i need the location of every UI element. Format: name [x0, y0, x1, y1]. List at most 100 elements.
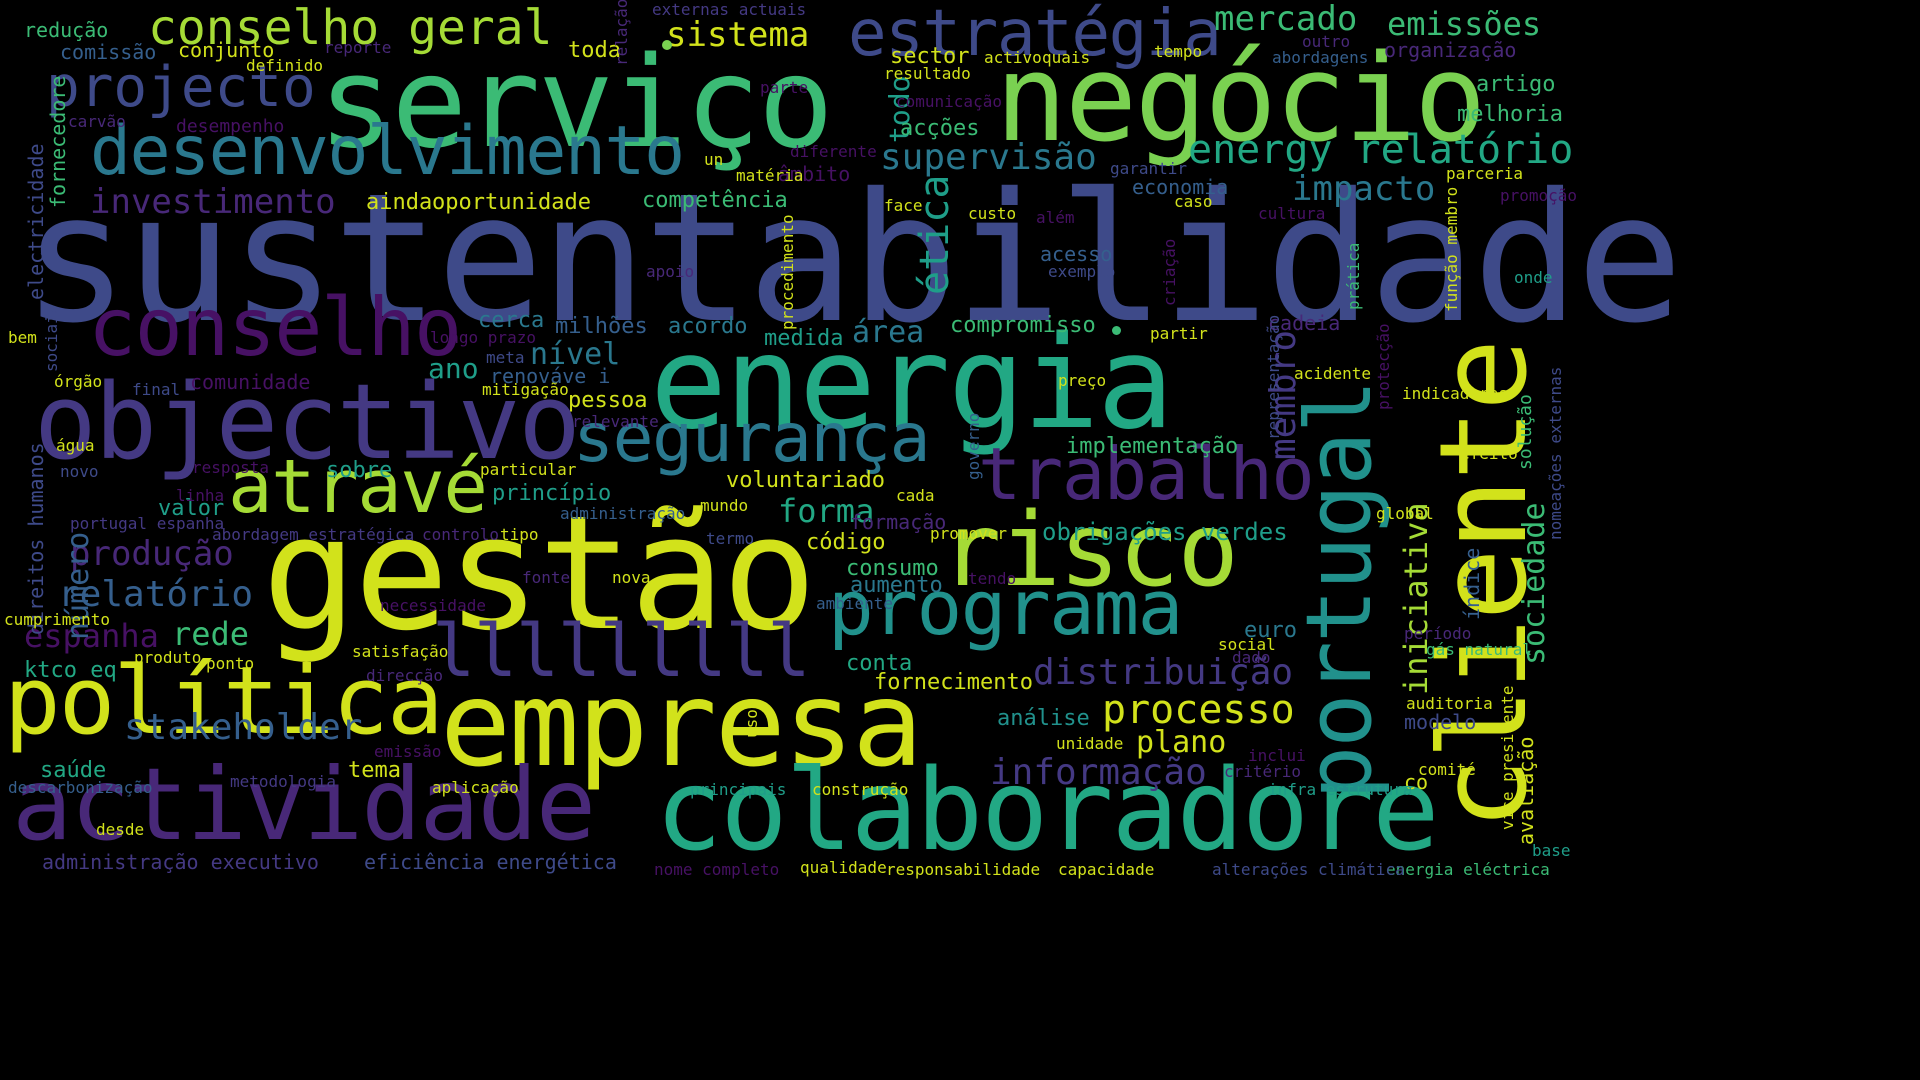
- word-novo: novo: [60, 462, 99, 481]
- word-metodologia: metodologia: [230, 772, 336, 791]
- word-definido: definido: [246, 56, 324, 75]
- word-principais: principais: [690, 780, 787, 799]
- word-cultura: cultura: [1258, 204, 1326, 223]
- word-uso: uso: [742, 709, 761, 738]
- word-reducao: redução: [24, 18, 109, 42]
- word-cada: cada: [896, 486, 935, 505]
- word-negocio: negócio: [995, 30, 1486, 169]
- word-inclui: inclui: [1248, 746, 1306, 765]
- word-actividade: actividade: [12, 746, 596, 863]
- word-final: final: [132, 380, 181, 399]
- word-cumprimento: cumprimento: [4, 610, 110, 629]
- word-formacao: formação: [850, 510, 947, 534]
- word-indice: índice: [1460, 547, 1484, 620]
- word-quais: quais: [1042, 48, 1091, 67]
- word-resposta: resposta: [192, 458, 270, 477]
- word-efeito: efeito: [1460, 444, 1518, 463]
- word-sector: sector: [890, 44, 970, 69]
- word-sustentabilidade: sustentabilidade: [22, 155, 1683, 362]
- word-tema: tema: [348, 758, 401, 783]
- word-resultado: resultado: [884, 64, 971, 83]
- word-voluntariado: voluntariado: [726, 468, 885, 493]
- word-relacao: relação: [612, 0, 631, 66]
- word-termo: termo: [706, 529, 755, 548]
- word-co: co: [1404, 770, 1429, 794]
- word-nova: nova: [612, 568, 651, 587]
- word-alteracoes-climatica: alterações climática: [1212, 860, 1405, 879]
- word-mercado: mercado: [1214, 0, 1358, 39]
- word-infra-estrutura: infra estrutura: [1268, 780, 1413, 799]
- dot-mark-2: [1112, 326, 1121, 335]
- word-desde: desde: [96, 820, 145, 839]
- word-desempenho: desempenho: [176, 116, 285, 137]
- word-satisfacao: satisfação: [352, 642, 449, 661]
- word-area: área: [852, 315, 925, 350]
- word-ambiente: ambiente: [816, 594, 894, 613]
- word-capacidade: capacidade: [1058, 860, 1155, 879]
- word-consumo: consumo: [846, 556, 939, 581]
- word-valor: valor: [158, 496, 225, 521]
- word-activo: activo: [984, 48, 1042, 67]
- word-outro: outro: [1302, 32, 1351, 51]
- word-particular: particular: [480, 460, 577, 479]
- word-ponto: ponto: [206, 654, 255, 673]
- word-fornecedore: fornecedore: [46, 75, 70, 208]
- word-aumento: aumento: [850, 573, 943, 598]
- word-codigo: código: [806, 530, 886, 555]
- word-renovavei: renováve i: [490, 364, 611, 388]
- word-relevante: relevante: [572, 412, 659, 431]
- word-informacao: informação: [990, 752, 1207, 793]
- word-controlo: controlo: [422, 525, 500, 544]
- word-partir: partir: [1150, 324, 1208, 343]
- word-comunicacao: comunicação: [896, 92, 1002, 111]
- word-objectivo: objectivo: [34, 361, 581, 483]
- word-caso: caso: [1174, 192, 1213, 211]
- word-stakeholder: stakeholder: [124, 707, 363, 748]
- word-procedimento: procedimento: [778, 214, 797, 330]
- word-necessidade: necessidade: [380, 596, 486, 615]
- word-representacao: representação: [1264, 314, 1283, 440]
- word-gas-natural: gás natural: [1426, 640, 1532, 659]
- word-funcao-membro: função membro: [1442, 186, 1461, 312]
- word-diferente: diferente: [790, 142, 877, 161]
- word-servico: serviço: [318, 29, 834, 176]
- dot-mark-1: [662, 40, 672, 50]
- word-conselho: conselho: [88, 281, 462, 374]
- word-seguranca: segurança: [573, 399, 931, 478]
- word-apoio: apoio: [646, 262, 695, 281]
- word-abordagem-estrategica: abordagem estratégica: [212, 525, 415, 544]
- word-construcao: construção: [812, 780, 909, 799]
- word-melhoria: melhoria: [1457, 102, 1563, 127]
- word-proteccao: protecção: [1374, 323, 1393, 410]
- word-solucao: solução: [1515, 394, 1536, 470]
- word-analise: análise: [997, 706, 1090, 731]
- word-gestao: gestão: [262, 482, 817, 666]
- word-longo-prazo: longo prazo: [430, 328, 536, 347]
- word-energia-electrica: energia eléctrica: [1386, 860, 1550, 879]
- word-alem: além: [1036, 208, 1075, 227]
- word-administracao-executivo: administração executivo: [42, 850, 319, 874]
- word-ainda: ainda: [366, 190, 433, 215]
- word-meta: meta: [486, 348, 525, 367]
- word-promover: promover: [930, 524, 1008, 543]
- word-governo: governo: [964, 412, 983, 480]
- word-atrave: atravé: [228, 444, 488, 530]
- word-aplicacao: aplicação: [432, 778, 519, 797]
- word-mitigacao: mitigação: [482, 380, 569, 399]
- word-espanha: espanha: [24, 617, 159, 655]
- word-responsabilidade: responsabilidade: [886, 860, 1041, 879]
- word-economia: economia: [1132, 175, 1229, 199]
- word-saude: saúde: [40, 758, 107, 783]
- word-agua: água: [56, 436, 95, 455]
- word-plano: plano: [1136, 725, 1227, 760]
- word-distribuicao: distribuição: [1033, 652, 1294, 693]
- word-risco: risco: [940, 491, 1239, 610]
- word-avaliacao: avaliação: [1514, 736, 1538, 845]
- word-acidente: acidente: [1294, 364, 1372, 383]
- word-implementacao: implementação: [1066, 434, 1239, 459]
- word-llll: lllllllll: [432, 609, 811, 693]
- word-acoes: acções: [900, 116, 980, 141]
- word-iniciativa: iniciativa: [1397, 502, 1435, 695]
- word-emissoes: emissões: [1387, 5, 1542, 43]
- word-organizacao: organização: [1384, 38, 1517, 62]
